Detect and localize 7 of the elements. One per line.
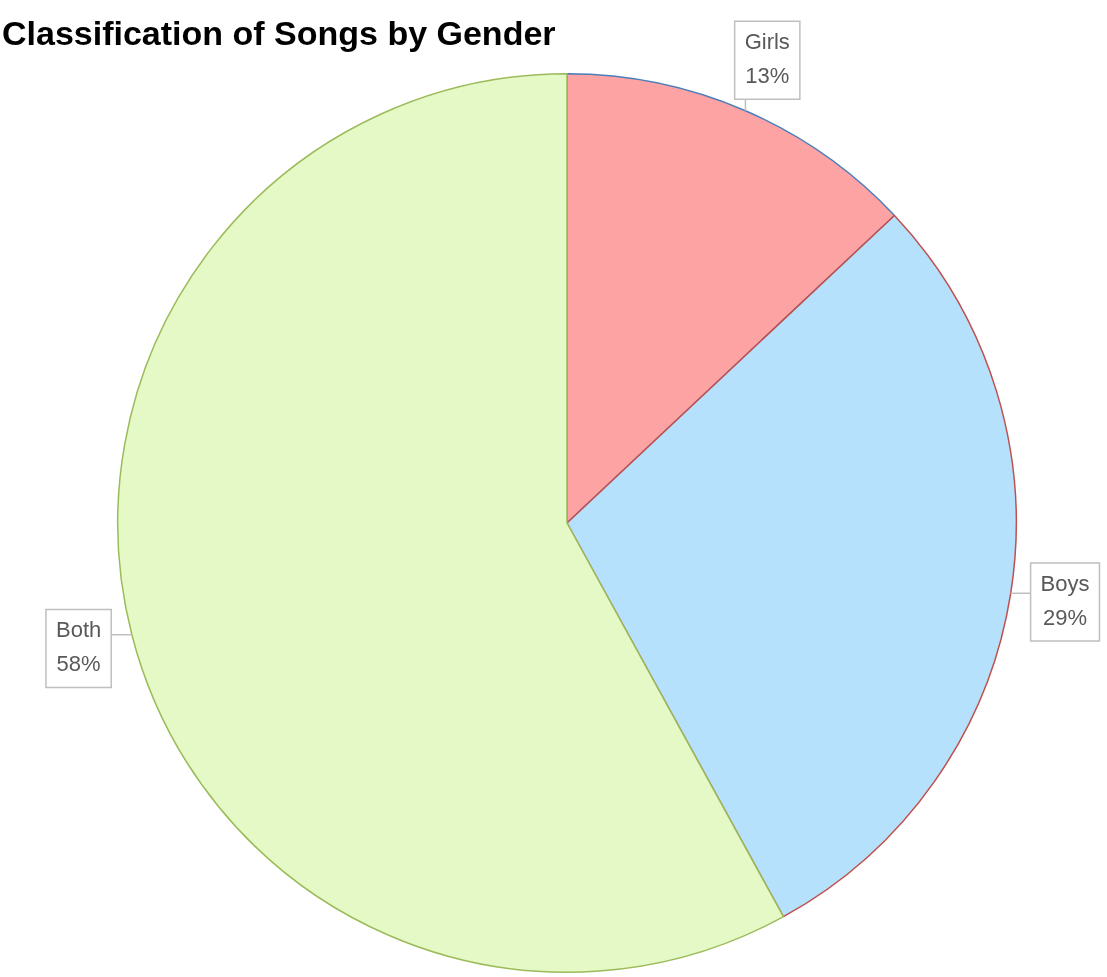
- data-label: 29%: [1043, 604, 1088, 630]
- chart-title: Classification of Songs by Gender: [2, 14, 556, 53]
- slice-label: Girls: [744, 29, 790, 55]
- slice-label: Boys: [1040, 570, 1090, 596]
- data-label: 58%: [56, 651, 101, 677]
- data-label: 13%: [745, 63, 790, 89]
- slice-label: Both: [55, 617, 102, 643]
